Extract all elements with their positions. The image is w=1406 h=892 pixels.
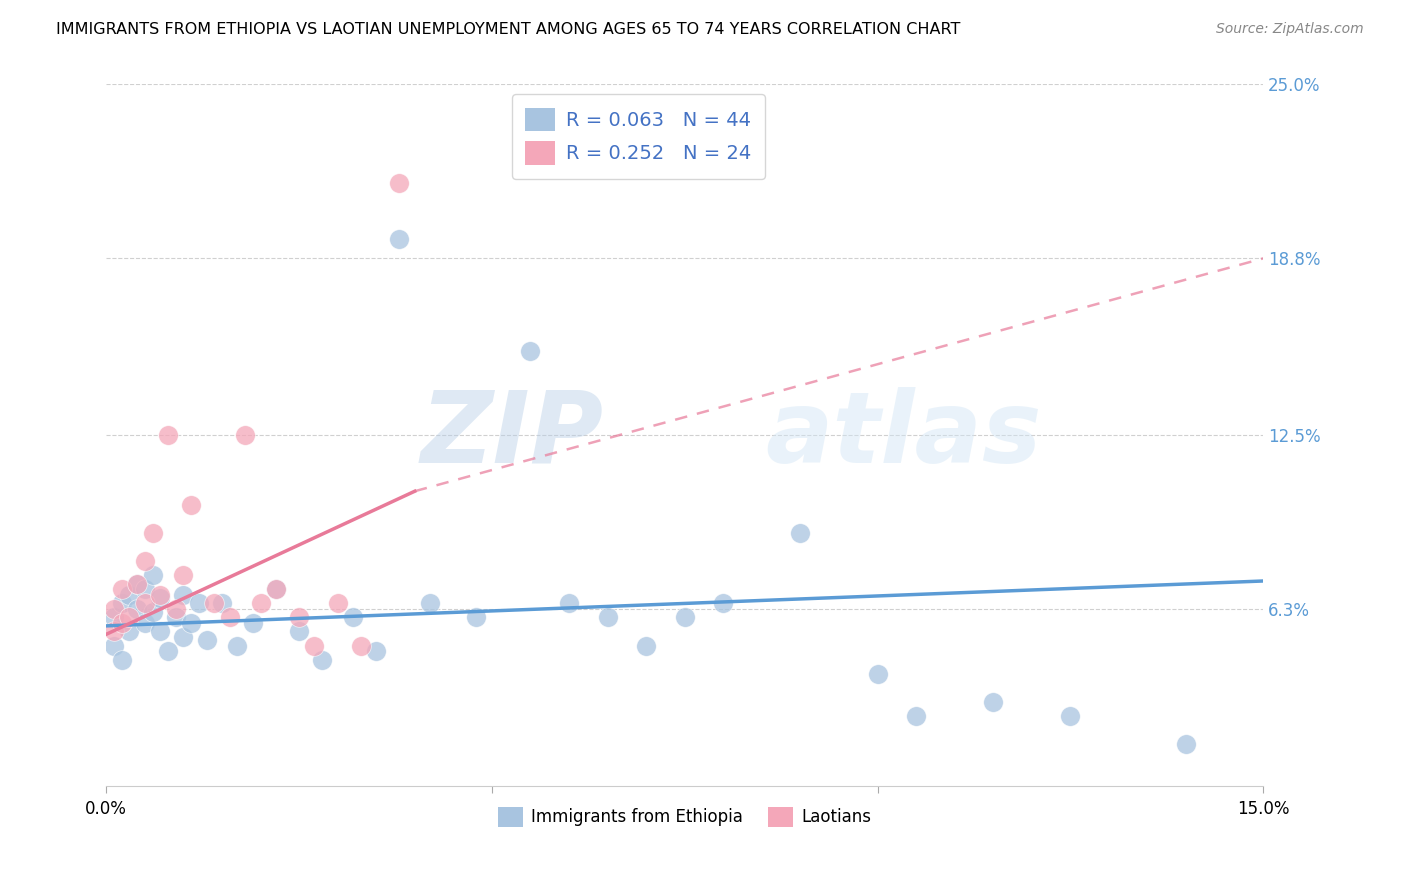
Point (141, 568, 163, 582)
Point (141, 605, 163, 619)
Point (172, 588, 194, 602)
Point (342, 610, 364, 624)
Point (127, 576, 149, 591)
Legend: Immigrants from Ethiopia, Laotians: Immigrants from Ethiopia, Laotians (491, 800, 879, 833)
Point (519, 343, 541, 358)
Point (981, 695, 1004, 709)
Point (211, 596, 233, 610)
Point (103, 610, 125, 624)
Point (596, 610, 619, 624)
Point (127, 576, 149, 591)
Point (195, 632, 218, 647)
Point (350, 639, 373, 653)
Point (388, 176, 411, 190)
Point (180, 498, 202, 512)
Point (866, 666, 889, 681)
Point (233, 428, 256, 442)
Point (165, 610, 187, 624)
Text: ZIP: ZIP (420, 386, 603, 483)
Point (1059, 708, 1081, 723)
Point (149, 588, 172, 602)
Point (127, 602, 149, 616)
Point (218, 610, 240, 624)
Point (789, 526, 811, 541)
Point (134, 582, 156, 597)
Text: IMMIGRANTS FROM ETHIOPIA VS LAOTIAN UNEMPLOYMENT AMONG AGES 65 TO 74 YEARS CORRE: IMMIGRANTS FROM ETHIOPIA VS LAOTIAN UNEM… (56, 22, 960, 37)
Point (249, 596, 271, 610)
Point (103, 602, 125, 616)
Point (180, 616, 202, 631)
Point (165, 602, 187, 616)
Point (118, 588, 141, 602)
Point (134, 616, 156, 631)
Point (388, 232, 411, 246)
Text: atlas: atlas (766, 386, 1042, 483)
Text: Source: ZipAtlas.com: Source: ZipAtlas.com (1216, 22, 1364, 37)
Point (103, 639, 125, 653)
Point (264, 582, 287, 597)
Point (111, 652, 134, 666)
Point (149, 591, 172, 605)
Point (149, 624, 172, 639)
Point (202, 596, 225, 610)
Point (103, 624, 125, 639)
Point (172, 630, 194, 644)
Point (304, 639, 326, 653)
Point (187, 596, 209, 610)
Point (118, 610, 141, 624)
Point (1175, 737, 1198, 751)
Point (288, 624, 311, 639)
Point (226, 639, 249, 653)
Point (711, 596, 734, 610)
Point (134, 554, 156, 568)
Point (558, 596, 581, 610)
Point (242, 616, 264, 631)
Point (156, 644, 179, 658)
Point (465, 610, 488, 624)
Point (141, 526, 163, 541)
Point (905, 708, 928, 723)
Point (419, 596, 441, 610)
Point (326, 596, 349, 610)
Point (366, 644, 388, 658)
Point (111, 616, 134, 631)
Point (111, 582, 134, 597)
Point (118, 624, 141, 639)
Point (111, 596, 134, 610)
Point (673, 610, 696, 624)
Point (156, 428, 179, 442)
Point (288, 610, 311, 624)
Point (264, 582, 287, 597)
Point (636, 639, 658, 653)
Point (172, 568, 194, 582)
Point (311, 652, 333, 666)
Point (134, 596, 156, 610)
